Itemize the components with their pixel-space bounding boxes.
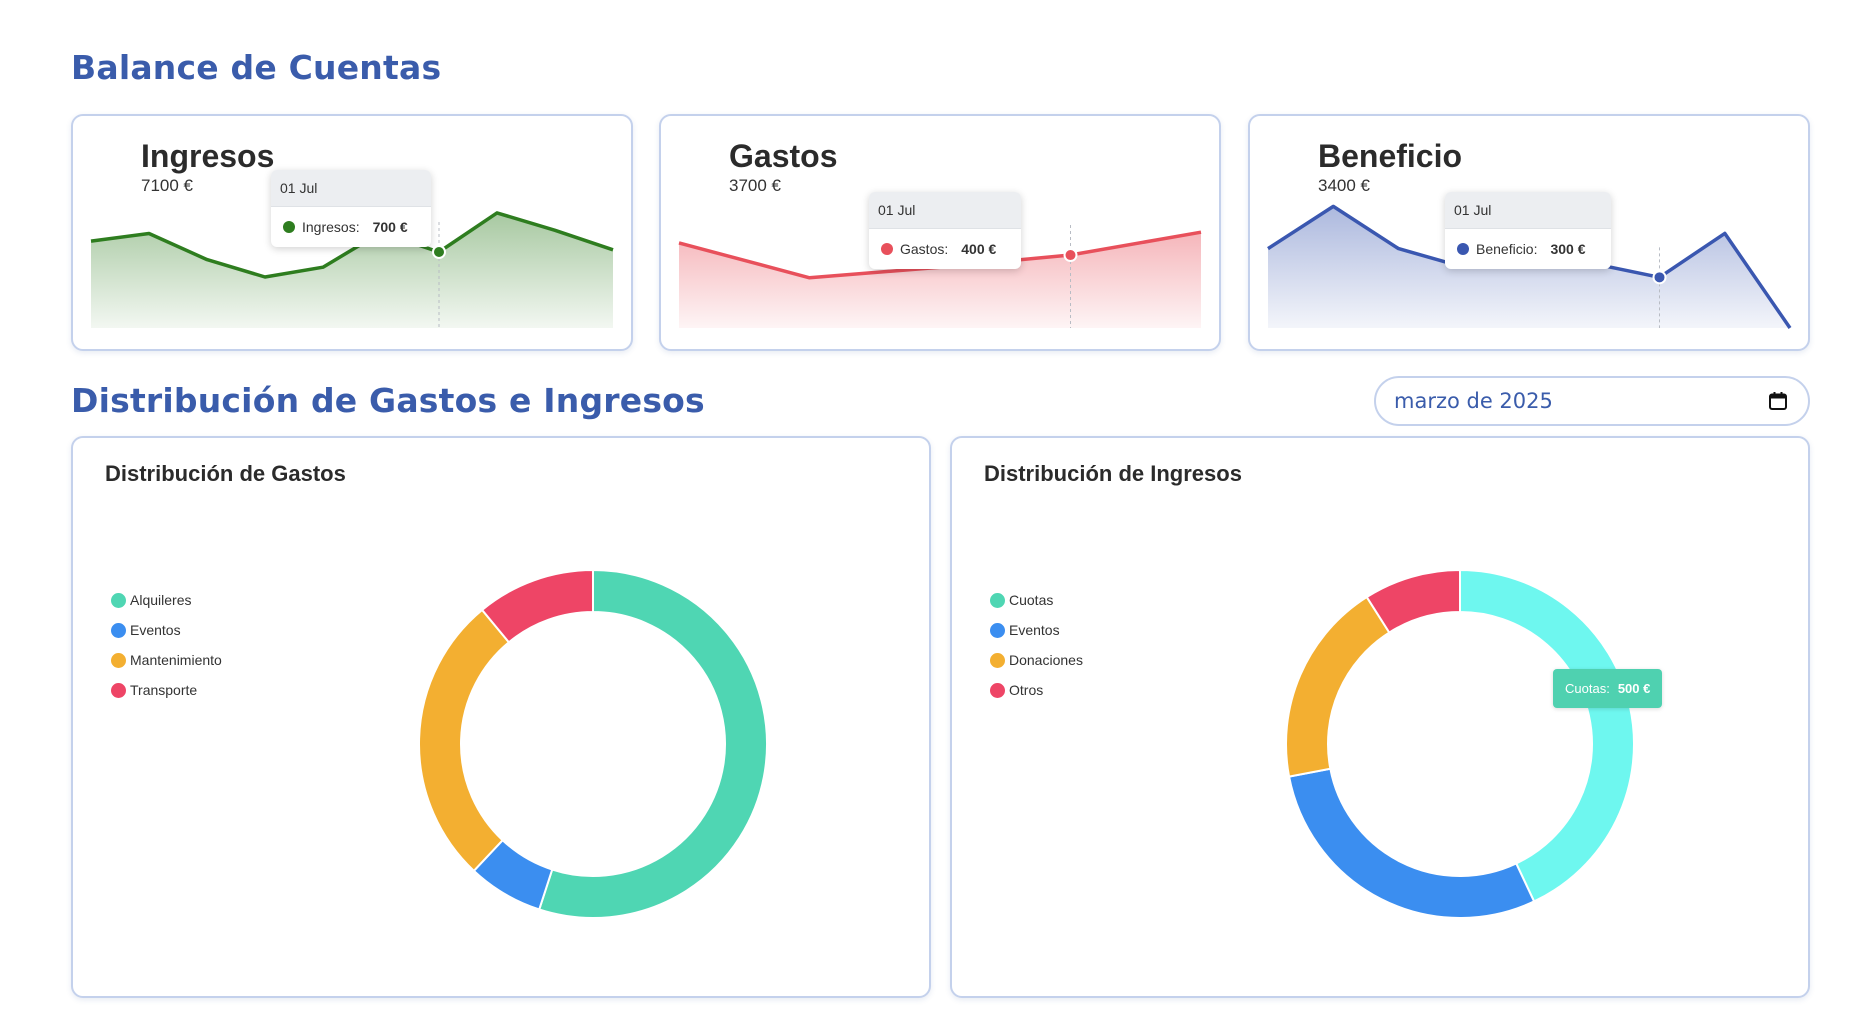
donut-slice-transporte[interactable] — [480, 568, 594, 644]
legend-label: Mantenimiento — [130, 652, 222, 668]
highlight-point — [1063, 248, 1078, 263]
slice-tooltip-label: Cuotas: — [1565, 681, 1610, 696]
legend-item-mantenimiento[interactable]: Mantenimiento — [111, 645, 222, 675]
chart-tooltip: 01 Jul Ingresos: 700 € — [271, 170, 431, 247]
series-dot-icon — [1457, 243, 1469, 255]
series-dot-icon — [283, 221, 295, 233]
tooltip-label: Gastos: — [900, 241, 949, 257]
kpi-title: Beneficio — [1318, 138, 1463, 174]
legend-item-cuotas[interactable]: Cuotas — [990, 585, 1083, 615]
kpi-value: 3700 € — [729, 176, 781, 195]
balance-section-title: Balance de Cuentas — [71, 48, 442, 87]
legend-item-eventos[interactable]: Eventos — [990, 615, 1083, 645]
tooltip-date: 01 Jul — [869, 192, 1021, 229]
donut-slice-eventos[interactable] — [1287, 767, 1536, 920]
month-picker-value: marzo de 2025 — [1394, 389, 1553, 413]
ingresos-donut-chart — [1285, 568, 1636, 920]
legend-dot-icon — [111, 682, 126, 698]
legend-label: Cuotas — [1009, 592, 1054, 608]
legend-label: Transporte — [130, 682, 198, 698]
chart-tooltip: 01 Jul Gastos: 400 € — [869, 192, 1021, 269]
tooltip-date: 01 Jul — [1445, 192, 1611, 229]
gastos-distribution-card: Distribución de Gastos Alquileres Evento… — [71, 436, 931, 998]
legend-label: Otros — [1009, 682, 1044, 698]
gastos-card: Gastos 3700 € 01 Jul Gastos: 400 € — [659, 114, 1221, 351]
kpi-value: 3400 € — [1318, 176, 1370, 195]
slice-tooltip-value: 500 € — [1617, 681, 1651, 696]
legend-item-alquileres[interactable]: Alquileres — [111, 585, 222, 615]
slice-tooltip: Cuotas: 500 € — [1553, 669, 1663, 708]
chart-legend: Cuotas Eventos Donaciones Otros — [990, 585, 1083, 705]
ingresos-card: Ingresos 7100 € 01 Jul Ingresos: 700 € — [71, 114, 633, 351]
tooltip-value: 700 € — [372, 219, 408, 235]
legend-label: Eventos — [1009, 622, 1060, 638]
kpi-title: Gastos — [729, 138, 838, 174]
legend-item-eventos[interactable]: Eventos — [111, 615, 222, 645]
highlight-point — [432, 245, 446, 259]
calendar-icon[interactable] — [1768, 391, 1788, 411]
kpi-value: 7100 € — [141, 176, 193, 195]
donut-slice-donaciones[interactable] — [1285, 595, 1391, 778]
ingresos-sparkline[interactable] — [73, 116, 631, 349]
legend-item-donaciones[interactable]: Donaciones — [990, 645, 1083, 675]
series-dot-icon — [881, 243, 893, 255]
legend-label: Eventos — [130, 622, 181, 638]
legend-dot-icon — [990, 652, 1005, 668]
legend-dot-icon — [990, 682, 1005, 698]
tooltip-label: Beneficio: — [1476, 241, 1538, 257]
sparkline-line — [90, 211, 614, 279]
month-picker[interactable]: marzo de 2025 — [1374, 376, 1810, 426]
legend-item-otros[interactable]: Otros — [990, 675, 1083, 705]
chart-title: Distribución de Gastos — [105, 461, 346, 486]
chart-title: Distribución de Ingresos — [984, 461, 1242, 486]
legend-label: Alquileres — [130, 592, 192, 608]
tooltip-date: 01 Jul — [271, 170, 431, 207]
kpi-title: Ingresos — [141, 138, 275, 174]
chart-legend: Alquileres Eventos Mantenimiento Transpo… — [111, 585, 222, 705]
highlight-point — [1652, 270, 1667, 285]
legend-dot-icon — [111, 622, 126, 638]
tooltip-value: 300 € — [1550, 241, 1586, 257]
chart-tooltip: 01 Jul Beneficio: 300 € — [1445, 192, 1611, 269]
donut-slice-otros[interactable] — [1365, 568, 1461, 634]
legend-item-transporte[interactable]: Transporte — [111, 675, 222, 705]
beneficio-card: Beneficio 3400 € 01 Jul Beneficio: 300 € — [1248, 114, 1810, 351]
legend-dot-icon — [111, 652, 126, 668]
ingresos-distribution-card: Distribución de Ingresos Cuotas Eventos … — [950, 436, 1810, 998]
legend-dot-icon — [990, 622, 1005, 638]
gastos-donut-chart — [418, 568, 769, 919]
donut-slice-cuotas[interactable] — [1459, 568, 1636, 903]
sparkline-area — [91, 212, 613, 328]
legend-dot-icon — [111, 592, 126, 608]
legend-label: Donaciones — [1009, 652, 1083, 668]
tooltip-value: 400 € — [961, 241, 997, 257]
donut-slice-alquileres[interactable] — [537, 568, 769, 919]
legend-dot-icon — [990, 592, 1005, 608]
distribution-section-title: Distribución de Gastos e Ingresos — [71, 381, 705, 420]
tooltip-label: Ingresos: — [302, 219, 360, 235]
donut-slice-mantenimiento[interactable] — [418, 608, 511, 873]
